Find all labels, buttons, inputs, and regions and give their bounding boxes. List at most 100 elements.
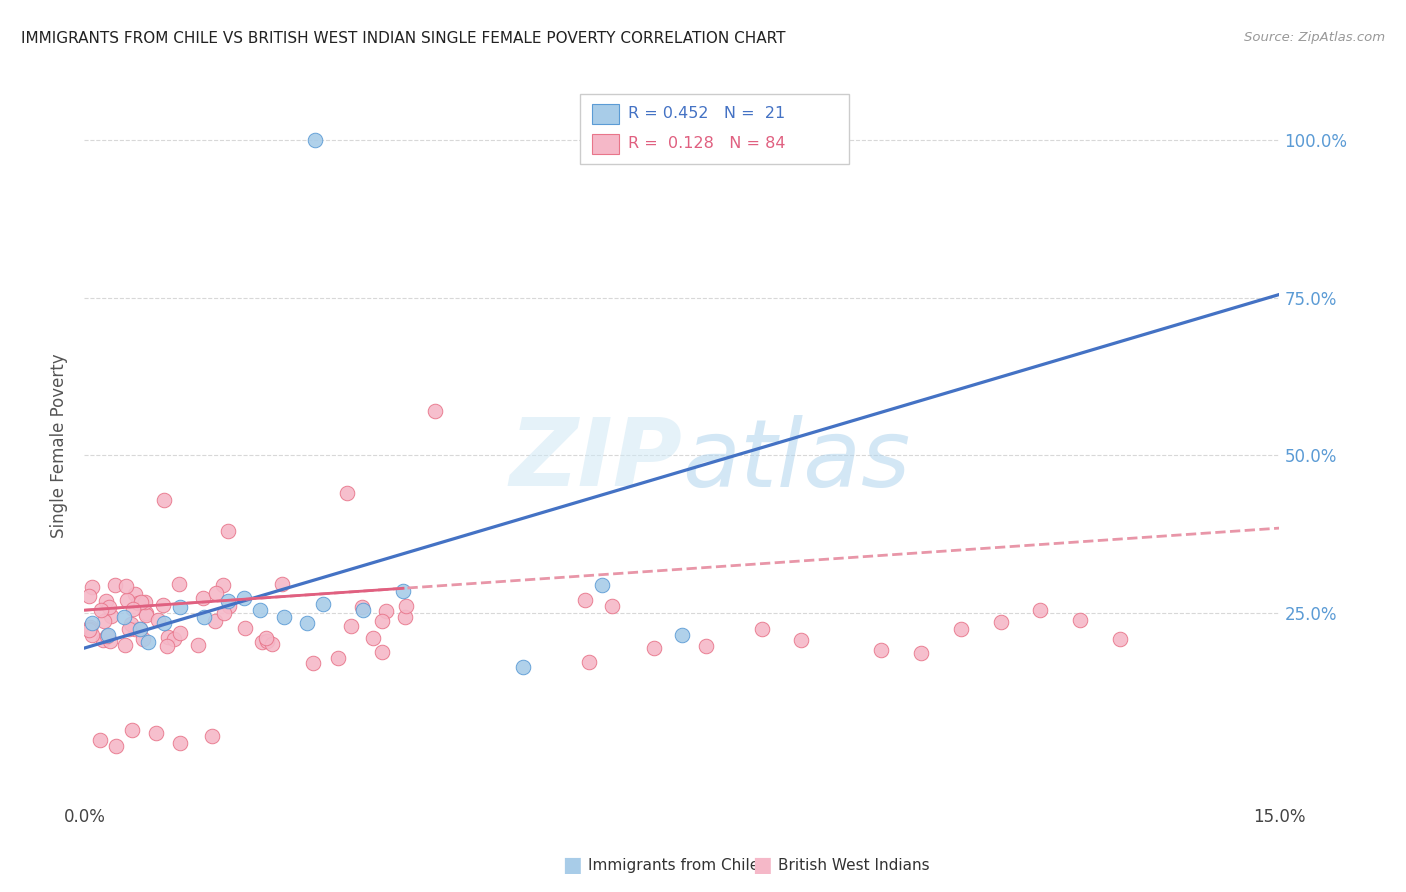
Point [256,634,278,648]
Point [163,632,186,646]
Point [218,599,240,613]
Point [167,577,190,591]
Point [336,486,359,500]
Point [105,739,128,753]
Point [371,645,394,659]
Point [204,585,226,599]
Point [361,631,384,645]
Text: IMMIGRANTS FROM CHILE VS BRITISH WEST INDIAN SINGLE FEMALE POVERTY CORRELATION C: IMMIGRANTS FROM CHILE VS BRITISH WEST IN… [21,31,786,46]
Point [118,622,141,636]
Text: ■: ■ [752,855,772,875]
Point [79,620,101,634]
Point [340,619,363,633]
Point [100,609,122,624]
Point [91,633,114,648]
Point [695,639,717,653]
Point [990,615,1012,629]
Point [751,622,773,636]
Point [104,577,127,591]
Point [191,591,214,606]
Point [186,638,208,652]
Point [270,577,292,591]
Point [124,586,146,600]
Point [112,609,135,624]
Point [124,623,146,637]
Point [169,625,191,640]
Point [395,599,418,613]
Point [512,660,534,674]
Point [643,641,665,656]
Point [217,593,239,607]
Point [260,637,283,651]
Text: ■: ■ [562,855,582,875]
Point [90,603,112,617]
Point [1029,602,1052,616]
Point [96,594,118,608]
Bar [592,104,619,124]
Point [80,580,103,594]
Y-axis label: Single Female Poverty: Single Female Poverty [51,354,69,538]
Point [302,656,325,670]
Point [371,615,394,629]
Point [217,524,239,539]
Point [574,593,596,607]
Text: British West Indians: British West Indians [778,858,929,872]
Point [135,606,157,620]
Point [233,621,256,635]
Point [79,623,101,637]
Point [249,603,271,617]
Text: R = 0.452   N =  21: R = 0.452 N = 21 [628,106,786,121]
Point [214,607,236,621]
Point [392,584,415,599]
Point [374,604,396,618]
Point [153,615,176,630]
Point [129,595,152,609]
Point [394,610,416,624]
Text: Immigrants from Chile: Immigrants from Chile [588,858,759,872]
Point [82,628,104,642]
Point [297,615,319,630]
Point [254,631,277,645]
Point [1069,613,1091,627]
Point [352,603,374,617]
Point [578,655,600,669]
Point [870,643,893,657]
Point [136,634,159,648]
Point [591,578,613,592]
Point [97,628,120,642]
Point [77,623,100,637]
Point [155,639,177,653]
Point [146,613,169,627]
Point [122,602,145,616]
Point [250,635,273,649]
Point [115,579,138,593]
Point [114,638,136,652]
Point [910,646,932,660]
Point [169,600,191,615]
Point [326,651,349,665]
Text: atlas: atlas [682,415,910,506]
Point [135,607,157,622]
Point [121,723,143,738]
Point [201,730,224,744]
Point [77,589,100,603]
Point [273,609,295,624]
Point [671,628,693,642]
Point [312,597,335,611]
Point [204,614,226,628]
Point [193,609,215,624]
Point [304,133,326,147]
Point [96,629,118,643]
Point [89,732,111,747]
Point [232,591,254,605]
Point [98,633,121,648]
FancyBboxPatch shape [581,95,849,164]
Point [129,622,152,636]
Point [352,600,374,615]
Point [134,594,156,608]
Point [751,133,773,147]
Point [152,598,174,612]
Point [790,632,813,647]
Point [156,630,179,644]
Text: ZIP: ZIP [509,414,682,507]
